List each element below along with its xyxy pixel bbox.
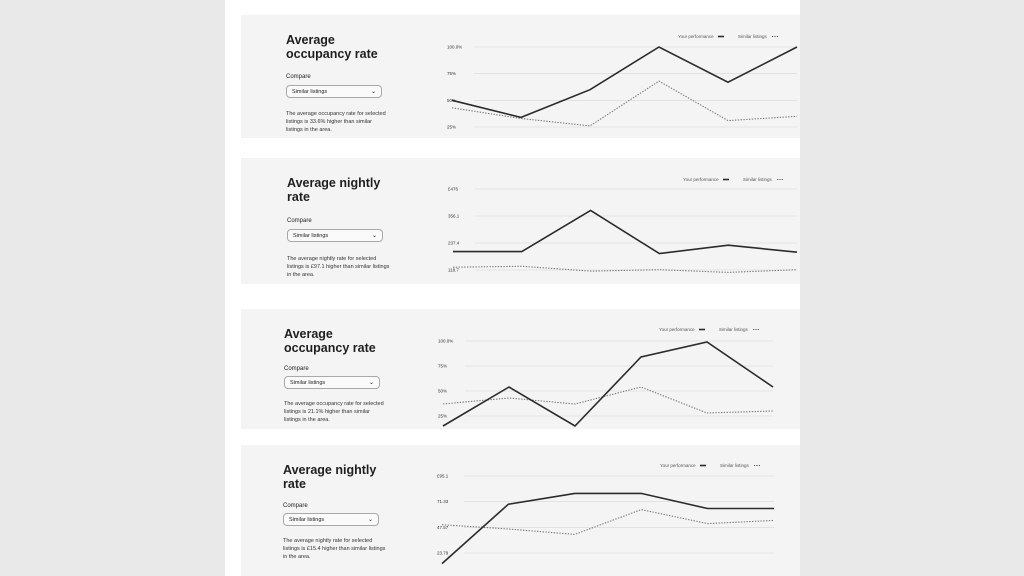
compare-select-value: Similar listings [289,517,325,523]
panel-title: Average nightly rate [287,176,381,204]
nightly-rate-panel-2: Average nightly rate Compare Similar list… [241,445,800,576]
y-tick-label: 75% [438,364,447,369]
occupancy-line-chart-1: 100.0% 75% 50% 25% Your performance Similar l… [447,34,798,130]
y-tick-label: 25% [447,125,456,130]
y-tick-label: 100.0% [447,45,462,50]
y-tick-label: 100.0% [438,339,453,344]
y-tick-label: 50% [438,389,447,394]
compare-select-value: Similar listings [290,380,326,386]
legend-similar-listings: Similar listings [720,463,750,468]
compare-select[interactable]: Similar listings ⌄ [284,376,380,389]
panel-title: Average occupancy rate [284,327,376,355]
comparison-description: The average nightly rate for selected li… [287,256,390,278]
y-tick-label: £476 [448,187,459,192]
legend-your-performance: Your performance [683,177,719,182]
y-tick-label: 118.7 [448,268,459,273]
legend-similar-listings: Similar listings [743,177,773,182]
y-tick-label: 47.57 [437,525,449,530]
compare-select-value: Similar listings [292,89,328,95]
occupancy-panel-2: Average occupancy rate Compare Similar li… [241,309,800,429]
your-performance-line [453,209,798,255]
chevron-down-icon: ⌄ [371,233,377,239]
nightly-rate-panel-1: Average nightly rate Compare Similar list… [241,158,800,284]
legend-your-performance: Your performance [659,327,695,332]
similar-listings-line [451,80,798,127]
your-performance-line [441,492,774,565]
y-tick-label: 71.33 [437,499,449,504]
compare-label: Compare [283,503,308,509]
y-tick-label: 75% [447,71,456,76]
y-tick-label: 23.79 [437,551,449,556]
panel-title: Average occupancy rate [286,33,378,61]
y-tick-label: £95.1 [437,474,449,479]
legend-your-performance: Your performance [678,34,714,39]
your-performance-line [451,46,798,119]
chevron-down-icon: ⌄ [370,89,376,95]
compare-select[interactable]: Similar listings ⌄ [283,513,379,526]
legend-similar-listings: Similar listings [738,34,768,39]
comparison-description: The average occupancy rate for selected … [284,401,384,423]
chevron-down-icon: ⌄ [368,380,374,386]
compare-select-value: Similar listings [293,233,329,239]
compare-label: Compare [284,366,309,372]
comparison-description: The average occupancy rate for selected … [286,111,386,133]
your-performance-line [442,341,774,428]
nightly-rate-line-chart-1: £476 356.1 237.4 118.7 Your performance Simil… [448,177,798,273]
y-tick-label: 237.4 [448,241,460,246]
legend-your-performance: Your performance [660,463,696,468]
comparison-description: The average nightly rate for selected li… [283,538,386,560]
compare-label: Compare [286,74,311,80]
chevron-down-icon: ⌄ [367,517,373,523]
occupancy-line-chart-2: 100.0% 75% 50% 25% Your performance Similar l… [438,327,774,428]
occupancy-panel-1: Average occupancy rate Compare Similar li… [241,15,800,138]
compare-label: Compare [287,218,312,224]
page: Average occupancy rate Compare Similar li… [225,0,800,576]
similar-listings-line [452,265,798,273]
panel-title: Average nightly rate [283,463,377,491]
y-tick-label: 50% [447,98,456,103]
compare-select[interactable]: Similar listings ⌄ [287,229,383,242]
compare-select[interactable]: Similar listings ⌄ [286,85,382,98]
legend-similar-listings: Similar listings [719,327,749,332]
y-tick-label: 356.1 [448,214,460,219]
y-tick-label: 25% [438,414,447,419]
nightly-rate-line-chart-2: £95.1 71.33 47.57 23.79 Your performance Simi… [437,463,775,565]
similar-listings-line [441,509,775,535]
